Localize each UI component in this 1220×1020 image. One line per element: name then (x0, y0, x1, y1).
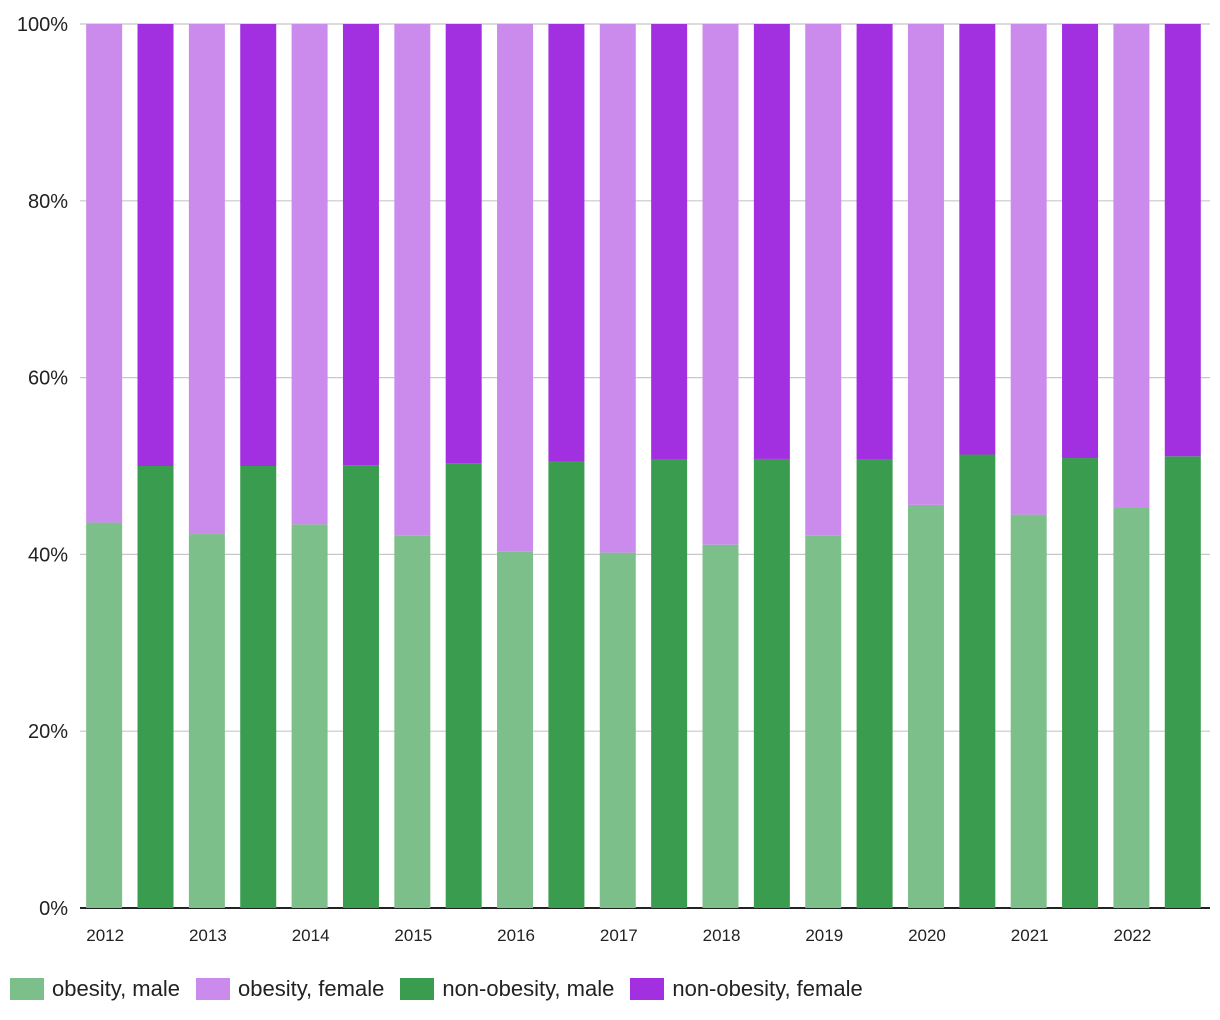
y-tick-label: 0% (39, 898, 68, 920)
x-tick-label: 2017 (600, 926, 638, 945)
bar-segment (959, 454, 996, 908)
bar-segment (959, 24, 996, 455)
legend-swatch (195, 978, 230, 1000)
bar-segment (702, 544, 739, 908)
y-tick-label: 20% (28, 721, 68, 743)
legend-item-obesity-male: obesity, male (10, 976, 180, 1002)
bar-segment (445, 24, 482, 464)
legend-label: non-obesity, male (442, 976, 615, 1001)
legend-swatch (630, 978, 665, 1000)
y-tick-label: 40% (28, 544, 68, 566)
x-tick-label: 2015 (394, 926, 432, 945)
bar-segment (856, 459, 893, 908)
bar-segment (1164, 456, 1201, 908)
x-axis-ticks: 2012 2013 2014 2015 2016 2017 2018 2019 2020 2021… (86, 926, 1151, 945)
x-tick-label: 2021 (1011, 926, 1049, 945)
bar-segment (805, 24, 842, 536)
bar-segment (394, 24, 431, 536)
y-tick-label: 60% (28, 368, 68, 390)
bar-segment (548, 461, 585, 908)
bar-segment (86, 24, 123, 523)
y-tick-label: 80% (28, 191, 68, 213)
bar-segment (445, 463, 482, 908)
legend-label: non-obesity, female (672, 976, 863, 1001)
y-tick-label: 100% (17, 14, 68, 36)
bar-segment (907, 24, 944, 505)
bar-segment (1113, 24, 1150, 508)
legend-item-non-obesity-male: non-obesity, male (400, 976, 614, 1002)
bars (86, 24, 1201, 908)
legend-swatch (10, 978, 44, 1000)
stacked-bar-chart: 0%20%40%60%80%100% 2012 2013 2014 2015 2016 2… (17, 14, 1210, 945)
legend-swatch (400, 978, 435, 1000)
x-tick-label: 2012 (86, 926, 124, 945)
bar-segment (1062, 458, 1099, 908)
bar-segment (548, 24, 585, 462)
bar-segment (497, 551, 534, 908)
legend-label: obesity, female (237, 976, 385, 1001)
bar-segment (240, 466, 277, 908)
bar-segment (1010, 24, 1047, 515)
x-tick-label: 2014 (292, 926, 330, 945)
bar-segment (753, 458, 790, 908)
x-tick-label: 2018 (703, 926, 741, 945)
y-axis-ticks: 0% 20% 40% 60% 80% 100% (17, 14, 68, 920)
bar-segment (137, 466, 174, 908)
bar-segment (394, 535, 431, 908)
bar-segment (651, 24, 688, 460)
bar-segment (907, 504, 944, 908)
bar-segment (599, 24, 636, 553)
legend-item-non-obesity-female: non-obesity, female (630, 976, 863, 1002)
bar-segment (137, 24, 174, 466)
x-tick-label: 2013 (189, 926, 227, 945)
bar-segment (1164, 24, 1201, 457)
bar-segment (291, 24, 328, 525)
bar-segment (856, 24, 893, 460)
bar-segment (342, 24, 379, 466)
bar-segment (291, 524, 328, 908)
bar-segment (497, 24, 534, 552)
bar-segment (805, 535, 842, 908)
bar-segment (1062, 24, 1099, 459)
bar-segment (342, 465, 379, 908)
bar-segment (753, 24, 790, 459)
x-tick-label: 2020 (908, 926, 946, 945)
bar-segment (86, 522, 123, 908)
legend-item-obesity-female: obesity, female (195, 976, 385, 1002)
bar-segment (1113, 507, 1150, 908)
bar-segment (240, 24, 277, 466)
legend-label: obesity, male (52, 976, 180, 1001)
legend: obesity, male obesity, female non-obesit… (10, 976, 879, 1002)
bar-segment (188, 534, 225, 908)
bar-segment (599, 552, 636, 908)
bar-segment (651, 459, 688, 908)
bar-segment (702, 24, 739, 545)
bar-segment (1010, 514, 1047, 908)
bar-segment (188, 24, 225, 535)
x-tick-label: 2016 (497, 926, 535, 945)
x-tick-label: 2022 (1114, 926, 1152, 945)
x-tick-label: 2019 (805, 926, 843, 945)
